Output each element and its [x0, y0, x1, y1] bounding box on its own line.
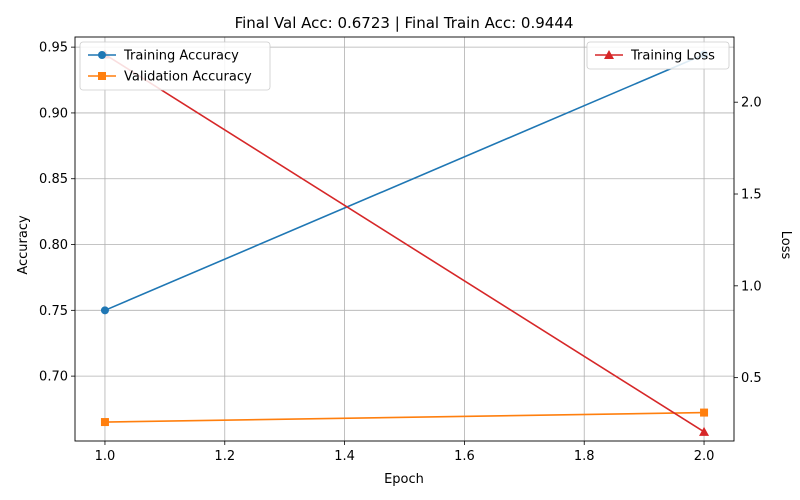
training-loss-line [104, 53, 705, 433]
legend-label: Training Accuracy [123, 49, 239, 64]
legend-label: Training Loss [630, 49, 715, 64]
legend-loss-box [586, 41, 730, 70]
y-tick-label: 0.80 [39, 238, 68, 253]
legend-accuracy: Training Accuracy Validation Accuracy [79, 41, 271, 91]
plot-frame [74, 36, 735, 442]
x-tick-label: 1.2 [214, 449, 235, 464]
y2-tick-label: 1.5 [741, 188, 762, 203]
y-tick-label: 0.85 [39, 172, 68, 187]
x-tick-label: 1.8 [574, 449, 595, 464]
legend-marker [98, 72, 106, 80]
legend-loss: Training Loss [586, 41, 730, 70]
x-tick-label: 1.4 [334, 449, 355, 464]
validation-accuracy-point [100, 418, 109, 427]
chart-title: Final Val Acc: 0.6723 | Final Train Acc:… [235, 14, 574, 32]
legend-marker [98, 51, 106, 59]
training-accuracy-line [104, 53, 705, 312]
training-accuracy-point [100, 306, 109, 315]
plot-layer: 1.0 1.2 1.4 1.6 1.8 2.0 0.70 0.75 0.80 0.85 0.90 0.… [39, 36, 762, 464]
y2-tick-label: 1.0 [741, 279, 762, 294]
legend-accuracy-box [79, 41, 271, 91]
legend-label: Validation Accuracy [124, 70, 252, 85]
x-tick-label: 1.0 [95, 449, 116, 464]
y-tick-label: 0.75 [39, 304, 68, 319]
x-axis-label: Epoch [384, 472, 424, 487]
validation-accuracy-line [104, 411, 705, 423]
x-tick-label: 1.6 [454, 449, 475, 464]
legend-marker [604, 50, 614, 59]
y-tick-label: 0.95 [39, 41, 68, 56]
y2-tick-label: 0.5 [741, 371, 762, 386]
y-tick-label: 0.90 [39, 106, 68, 121]
y2-axis-label: Loss [778, 231, 793, 260]
y-axis-label: Accuracy [16, 215, 31, 275]
y-tick-label: 0.70 [39, 370, 68, 385]
x-tick-label: 2.0 [694, 449, 715, 464]
training-loss-point [699, 426, 710, 436]
validation-accuracy-point [700, 408, 709, 417]
y2-tick-label: 2.0 [741, 96, 762, 111]
